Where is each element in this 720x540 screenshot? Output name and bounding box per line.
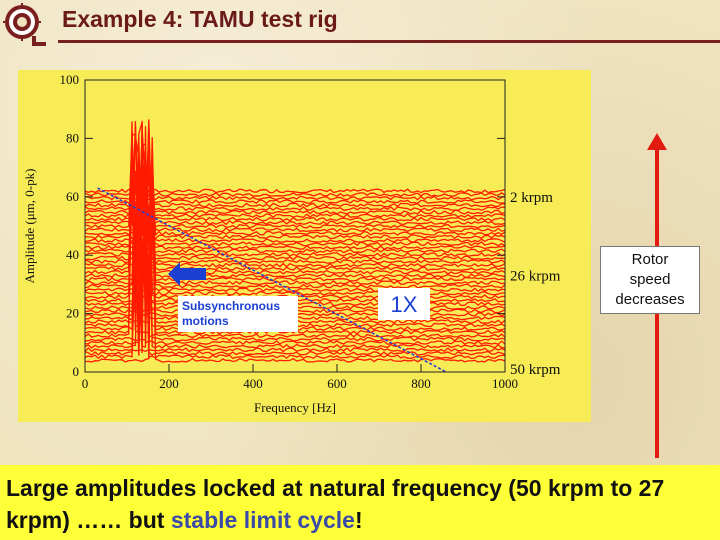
waterfall-trace <box>84 190 506 363</box>
waterfall-chart: 0 20 40 60 80 100 0 200 400 600 800 1000 Frequency… <box>22 72 561 415</box>
waterfall-trace <box>84 189 506 205</box>
y-axis-label: Amplitude (μm, 0-pk) <box>22 169 37 284</box>
trace-label: 26 krpm <box>510 269 561 285</box>
conclusion-band <box>0 465 720 540</box>
waterfall-trace <box>84 181 506 197</box>
trace-label: 50 krpm <box>510 362 561 378</box>
subsync-label-box <box>178 296 298 332</box>
waterfall-traces <box>84 119 506 363</box>
waterfall-trace <box>84 159 506 237</box>
trace-labels: 2 krpm 26 krpm 50 krpm <box>510 190 561 378</box>
subsync-label-line1: Subsynchronous <box>182 299 280 313</box>
waterfall-trace <box>84 183 506 194</box>
plot-frame <box>84 79 506 373</box>
waterfall-trace <box>84 121 506 289</box>
chart-panel: 0 20 40 60 80 100 0 200 400 600 800 1000 Frequency… <box>18 70 591 422</box>
x-ticks: 0 200 400 600 800 1000 <box>82 364 518 391</box>
x-tick-label: 200 <box>159 376 179 391</box>
trace-label: 2 krpm <box>510 190 553 206</box>
x-tick-label: 600 <box>327 376 347 391</box>
y-tick-label: 60 <box>66 189 79 204</box>
waterfall-trace <box>84 193 506 208</box>
y-tick-label: 0 <box>73 364 80 379</box>
slide-title: Example 4: TAMU test rig <box>62 6 338 32</box>
conclusion-text: Large amplitudes locked at natural frequ… <box>6 472 706 536</box>
conclusion-highlight: stable limit cycle <box>170 507 355 533</box>
x-axis-label: Frequency [Hz] <box>254 400 336 415</box>
one-x-label: 1X <box>391 292 418 317</box>
rotor-speed-line3: decreases <box>615 291 685 308</box>
y-tick-label: 20 <box>66 306 79 321</box>
left-arrow-icon <box>168 262 206 286</box>
rotor-speed-line2: speed <box>629 271 671 288</box>
waterfall-trace <box>84 195 506 201</box>
y-tick-label: 80 <box>66 130 79 145</box>
conclusion-part1: Large amplitudes locked at natural frequ… <box>6 475 665 533</box>
rotor-speed-line1: Rotor <box>631 251 669 268</box>
x-tick-label: 0 <box>82 376 89 391</box>
y-tick-label: 100 <box>60 72 80 87</box>
one-x-label-box <box>378 288 430 320</box>
y-tick-label: 40 <box>66 247 79 262</box>
x-tick-label: 800 <box>411 376 431 391</box>
synchronous-1x-line <box>97 187 447 373</box>
title-divider <box>58 40 720 43</box>
conclusion-part2: ! <box>354 507 363 533</box>
rotor-speed-box: Rotor speed decreases <box>600 246 700 314</box>
x-tick-label: 1000 <box>492 376 518 391</box>
y-ticks: 0 20 40 60 80 100 <box>60 72 505 379</box>
university-seal-icon <box>3 3 46 46</box>
x-tick-label: 400 <box>243 376 263 391</box>
subsync-label-line2: motions <box>182 314 229 328</box>
